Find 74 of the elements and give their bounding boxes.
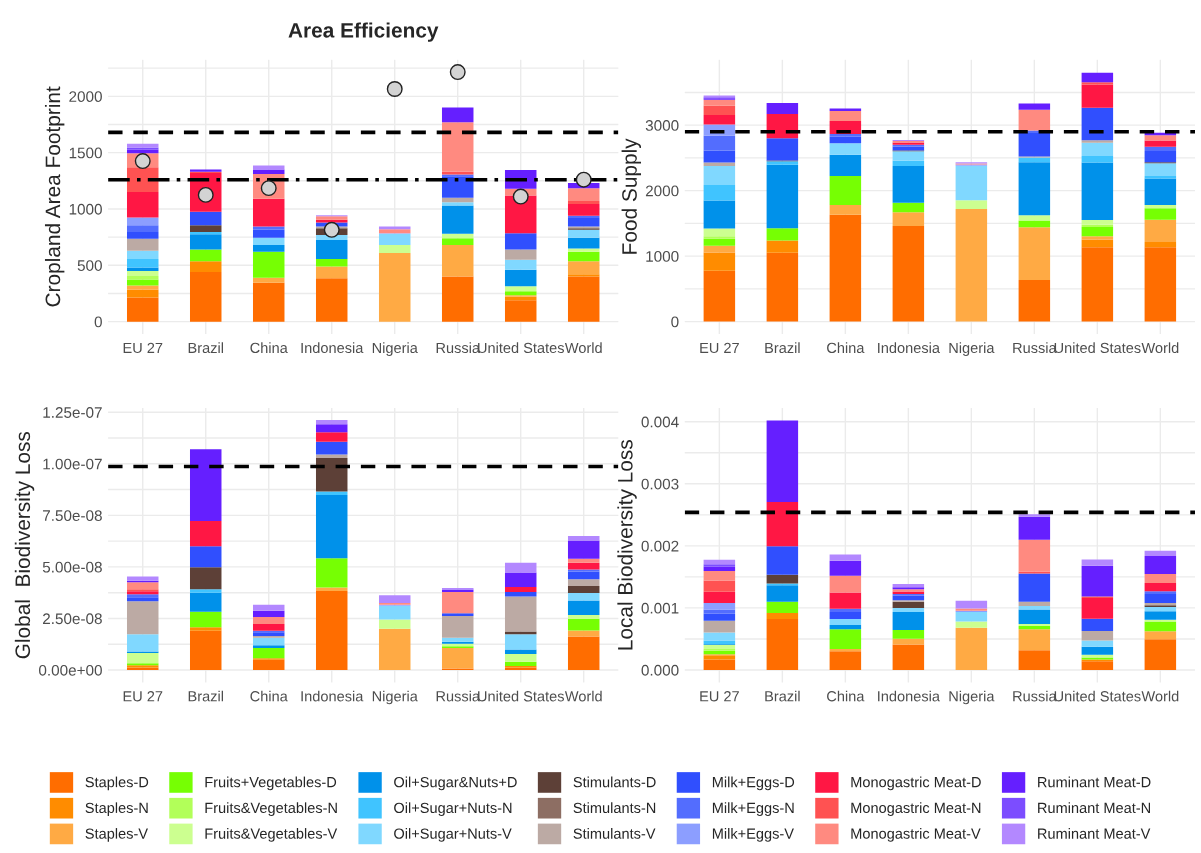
y-tick-label: 0.003 xyxy=(641,478,679,490)
y-tick-label: 0.000 xyxy=(641,664,679,676)
x-tick-label: World xyxy=(1141,342,1179,354)
y-axis-title: Local Biodiversity Loss xyxy=(617,440,637,650)
y-tick-label: 1000 xyxy=(69,203,102,215)
x-tick-label: Indonesia xyxy=(878,690,940,702)
legend-label: Fruits&Vegetables-V xyxy=(205,828,338,842)
x-tick-label: China xyxy=(250,342,288,354)
x-tick-label: Russia xyxy=(436,342,481,354)
y-tick-label: 2000 xyxy=(645,185,679,197)
x-tick-label: Indonesia xyxy=(301,690,364,702)
x-tick-label: China xyxy=(250,690,288,702)
legend-label: Stimulants-N xyxy=(573,802,656,814)
legend-label: Milk+Eggs-V xyxy=(712,828,794,842)
x-tick-label: Indonesia xyxy=(878,342,940,354)
x-tick-label: EU 27 xyxy=(123,342,163,354)
legend-label: Oil+Sugar&Nuts+D xyxy=(394,776,517,791)
y-tick-label: 1.25e-07 xyxy=(43,407,102,418)
x-tick-label: United States xyxy=(478,342,564,354)
y-tick-label: 0.00e+00 xyxy=(38,664,102,676)
chart-title: Area Efficiency xyxy=(288,22,439,42)
legend-label: Fruits&Vegetables-N xyxy=(205,802,337,816)
x-tick-label: EU 27 xyxy=(700,342,739,354)
y-tick-label: 5.00e-08 xyxy=(42,561,102,573)
legend-label: Fruits+Vegetables-D xyxy=(205,776,337,791)
y-axis-title: Global Biodiversity Loss xyxy=(14,431,35,659)
x-tick-label: EU 27 xyxy=(700,691,739,702)
legend-label: Ruminant Meat-D xyxy=(1038,776,1151,788)
legend-label: Monogastric Meat-D xyxy=(851,776,981,791)
x-tick-label: EU 27 xyxy=(123,691,163,702)
y-tick-label: 0 xyxy=(671,316,679,328)
x-tick-label: Indonesia xyxy=(301,342,364,354)
y-tick-label: 7.50e-08 xyxy=(43,510,102,522)
x-tick-label: Brazil xyxy=(188,690,223,702)
y-axis-title: Cropland Area Footprint xyxy=(44,86,65,307)
y-tick-label: 0.004 xyxy=(641,416,679,428)
x-tick-label: World xyxy=(1141,690,1179,702)
x-tick-label: World xyxy=(564,342,602,354)
legend-label: Monogastric Meat-V xyxy=(851,828,981,842)
x-tick-label: China xyxy=(827,342,865,354)
legend-label: Stimulants-D xyxy=(573,776,656,788)
legend-label: Monogastric Meat-N xyxy=(851,802,981,816)
y-tick-label: 500 xyxy=(77,260,102,271)
x-tick-label: Nigeria xyxy=(949,342,995,356)
x-tick-label: Brazil xyxy=(188,342,223,354)
x-tick-label: Nigeria xyxy=(372,342,418,356)
y-axis-title: Food Supply xyxy=(621,138,642,254)
x-tick-label: World xyxy=(564,690,602,702)
legend-label: Ruminant Meat-V xyxy=(1038,828,1151,839)
x-tick-label: Russia xyxy=(436,690,481,702)
y-tick-label: 0.001 xyxy=(641,602,679,614)
y-tick-label: 1000 xyxy=(646,250,679,262)
legend-label: Oil+Sugar+Nuts-V xyxy=(394,828,512,842)
legend-label: Staples-N xyxy=(85,802,148,816)
y-tick-label: 0.002 xyxy=(641,540,679,552)
y-tick-label: 1500 xyxy=(69,147,102,159)
x-tick-label: United States xyxy=(478,690,564,702)
legend-label: Stimulants-V xyxy=(573,828,656,839)
x-tick-label: Nigeria xyxy=(949,690,995,705)
x-tick-label: Brazil xyxy=(765,690,800,702)
x-tick-label: Nigeria xyxy=(372,690,418,705)
y-tick-label: 2000 xyxy=(69,91,102,103)
legend-label: Staples-D xyxy=(85,776,149,791)
y-tick-label: 1.00e-07 xyxy=(43,458,102,470)
x-tick-label: Brazil xyxy=(765,342,800,354)
y-tick-label: 3000 xyxy=(645,120,679,131)
y-tick-label: 2.50e-08 xyxy=(43,613,102,625)
x-tick-label: China xyxy=(827,690,865,702)
legend-label: Staples-V xyxy=(85,828,148,842)
legend-label: Milk+Eggs-D xyxy=(712,776,795,791)
legend-label: Oil+Sugar+Nuts-N xyxy=(394,802,512,816)
y-tick-label: 0 xyxy=(94,316,102,328)
legend-label: Milk+Eggs-N xyxy=(712,802,794,816)
legend-label: Ruminant Meat-N xyxy=(1038,802,1150,814)
